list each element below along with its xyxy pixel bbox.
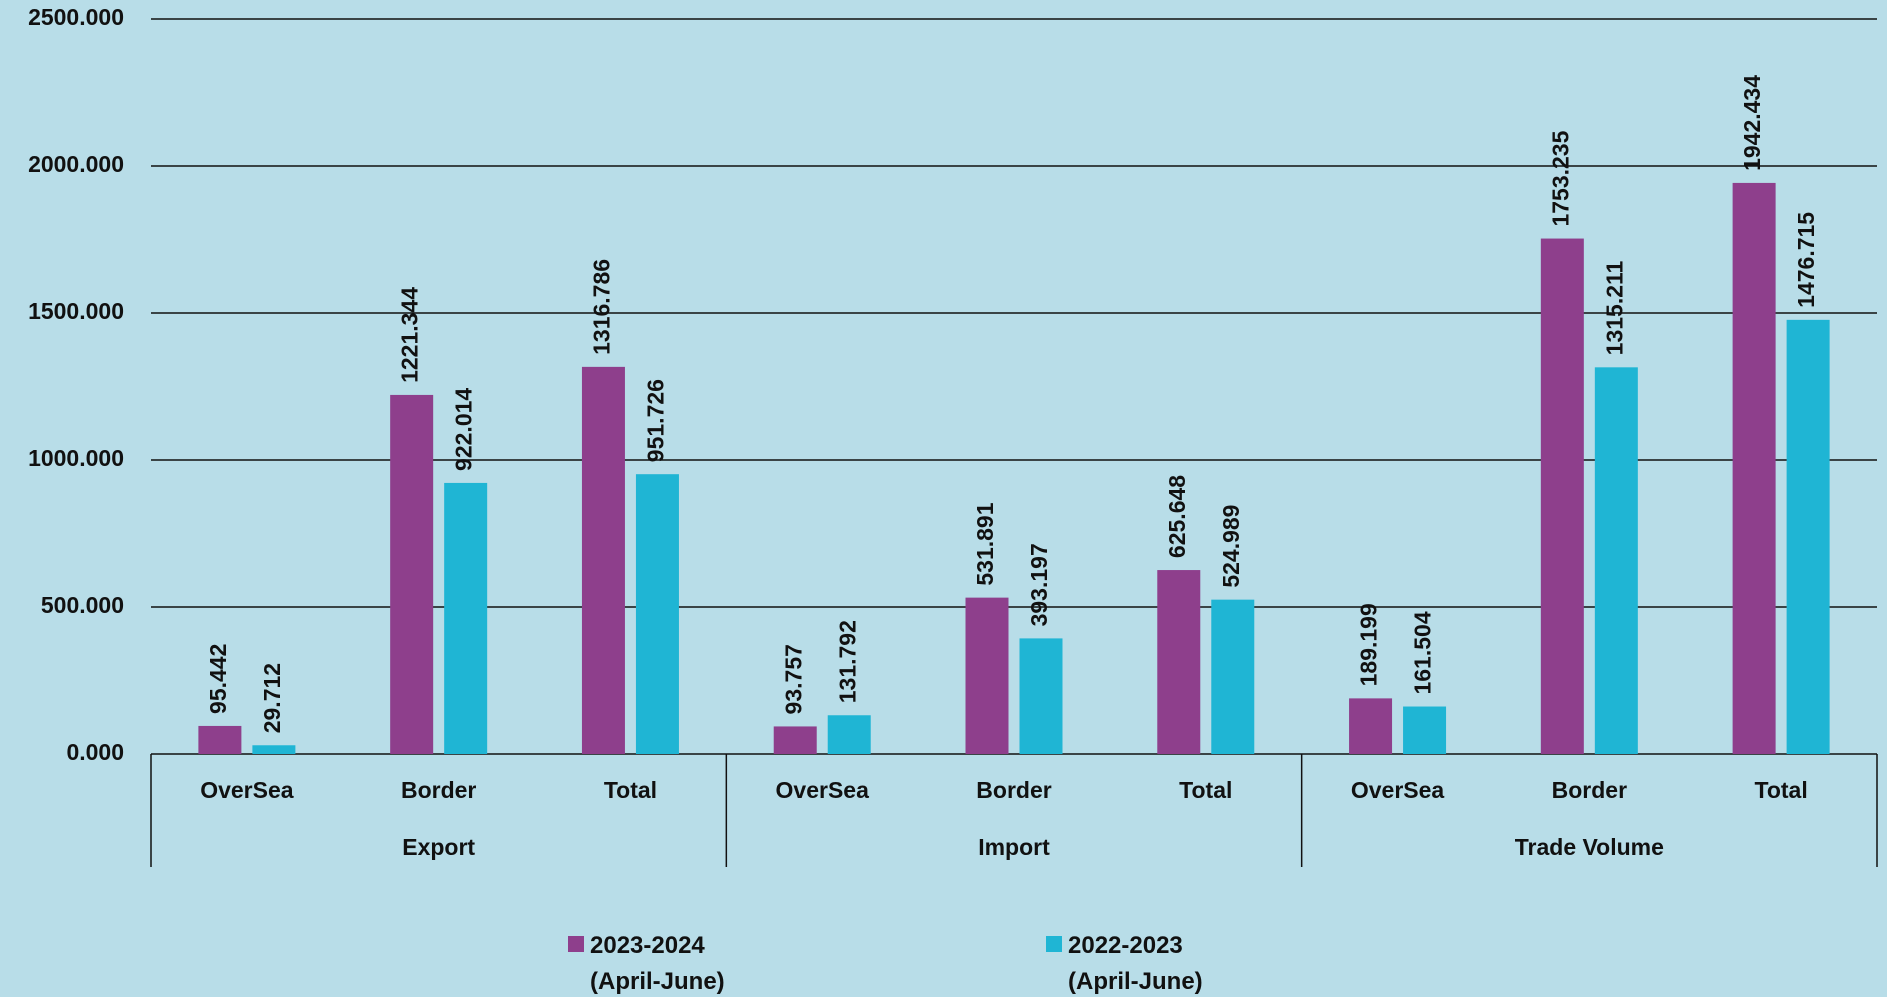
y-tick-label: 2000.000 bbox=[28, 151, 124, 177]
bar bbox=[1211, 599, 1255, 754]
legend-label: 2023-2024 (April-June) bbox=[590, 932, 725, 995]
data-label: 1753.235 bbox=[1547, 130, 1573, 226]
legend-label: 2022-2023 (April-June) bbox=[1068, 932, 1203, 995]
data-label: 531.891 bbox=[972, 502, 998, 585]
data-label: 951.726 bbox=[643, 379, 669, 462]
data-label: 393.197 bbox=[1026, 543, 1052, 626]
bar bbox=[827, 715, 871, 754]
data-label: 131.792 bbox=[834, 620, 860, 703]
bar bbox=[198, 725, 242, 754]
bar bbox=[1349, 698, 1393, 754]
y-tick-label: 1500.000 bbox=[28, 298, 124, 324]
legend-item: 2022-2023 (April-June) bbox=[1046, 928, 1218, 997]
data-label: 625.648 bbox=[1164, 475, 1190, 558]
x-tick-label: Border bbox=[976, 777, 1051, 803]
data-label: 29.712 bbox=[259, 663, 285, 733]
y-tick-label: 0.000 bbox=[66, 739, 124, 765]
x-tick-label: OverSea bbox=[776, 777, 870, 803]
data-label: 1316.786 bbox=[589, 259, 615, 355]
bar bbox=[1732, 182, 1776, 754]
data-label: 1942.434 bbox=[1739, 75, 1765, 171]
bar bbox=[581, 366, 625, 754]
legend-item: 2023-2024 (April-June) bbox=[568, 928, 740, 997]
bar bbox=[1403, 706, 1447, 754]
x-tick-label: Total bbox=[604, 777, 657, 803]
y-tick-label: 500.000 bbox=[41, 592, 124, 618]
x-tick-label: Border bbox=[1552, 777, 1627, 803]
bar bbox=[1157, 570, 1201, 754]
data-label: 95.442 bbox=[205, 644, 231, 714]
bar bbox=[444, 482, 488, 754]
legend-swatch bbox=[568, 936, 584, 952]
bar bbox=[965, 597, 1009, 754]
data-label: 922.014 bbox=[451, 388, 477, 471]
x-tick-label: Border bbox=[401, 777, 476, 803]
data-label: 93.757 bbox=[780, 644, 806, 714]
group-label: Import bbox=[978, 834, 1050, 860]
x-tick-label: OverSea bbox=[1351, 777, 1445, 803]
bar bbox=[773, 726, 817, 754]
data-label: 161.504 bbox=[1410, 611, 1436, 694]
legend-swatch bbox=[1046, 936, 1062, 952]
group-label: Export bbox=[402, 834, 475, 860]
data-label: 1476.715 bbox=[1793, 212, 1819, 308]
data-label: 1221.344 bbox=[397, 287, 423, 383]
bar bbox=[1019, 638, 1063, 754]
data-label: 1315.211 bbox=[1601, 260, 1627, 355]
group-label: Trade Volume bbox=[1515, 834, 1664, 860]
x-tick-label: Total bbox=[1754, 777, 1807, 803]
data-label: 524.989 bbox=[1218, 505, 1244, 588]
bar bbox=[1594, 367, 1638, 754]
bar bbox=[635, 474, 679, 754]
y-tick-label: 1000.000 bbox=[28, 445, 124, 471]
bar bbox=[252, 745, 296, 754]
bar bbox=[390, 394, 434, 754]
bar bbox=[1540, 238, 1584, 755]
bar bbox=[1786, 319, 1830, 754]
x-tick-label: OverSea bbox=[200, 777, 294, 803]
data-label: 189.199 bbox=[1356, 603, 1382, 686]
y-tick-label: 2500.000 bbox=[28, 4, 124, 30]
x-tick-label: Total bbox=[1179, 777, 1232, 803]
